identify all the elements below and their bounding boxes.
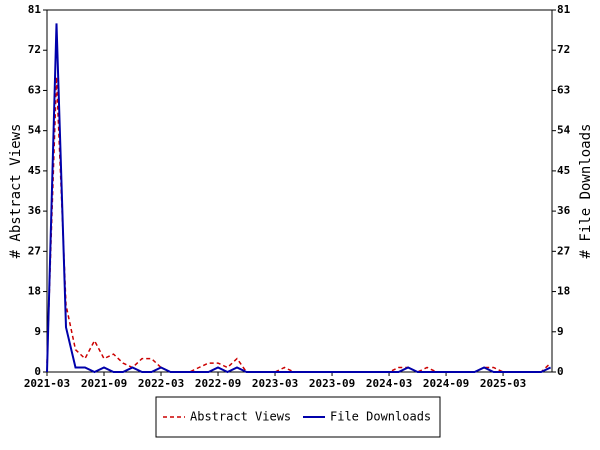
series-line bbox=[46, 23, 552, 374]
y-tick-label: 0 bbox=[34, 365, 41, 378]
x-tick-label: 2023-09 bbox=[309, 377, 355, 390]
series-line bbox=[46, 76, 552, 373]
y-tick-label: 81 bbox=[28, 3, 42, 16]
x-tick-label: 2024-03 bbox=[366, 377, 412, 390]
x-tick-label: 2025-03 bbox=[480, 377, 526, 390]
y-tick-label: 27 bbox=[28, 244, 41, 257]
y2-axis-title: # File Downloads bbox=[578, 124, 594, 259]
x-tick-label: 2021-03 bbox=[24, 377, 70, 390]
x-tick-label: 2022-03 bbox=[138, 377, 184, 390]
y2-tick-label: 54 bbox=[557, 124, 571, 137]
y-tick-label: 45 bbox=[28, 164, 41, 177]
y-tick-label: 54 bbox=[28, 124, 42, 137]
y2-tick-label: 0 bbox=[557, 365, 564, 378]
plot-frame bbox=[46, 9, 553, 373]
x-tick-label: 2021-09 bbox=[81, 377, 127, 390]
y2-tick-label: 18 bbox=[557, 285, 570, 298]
legend-label: Abstract Views bbox=[190, 410, 291, 424]
y2-tick-label: 72 bbox=[557, 43, 570, 56]
y2-tick-label: 9 bbox=[557, 325, 564, 338]
x-tick-label: 2022-09 bbox=[195, 377, 241, 390]
legend-label: File Downloads bbox=[330, 410, 431, 424]
x-tick-label: 2024-09 bbox=[423, 377, 469, 390]
y2-tick-label: 27 bbox=[557, 244, 570, 257]
y2-tick-label: 63 bbox=[557, 83, 570, 96]
y-tick-label: 18 bbox=[28, 285, 41, 298]
y2-tick-label: 81 bbox=[557, 3, 571, 16]
legend-box bbox=[155, 396, 441, 438]
y-tick-label: 9 bbox=[34, 325, 41, 338]
y-axis-title: # Abstract Views bbox=[8, 124, 24, 259]
y2-tick-label: 36 bbox=[557, 204, 571, 217]
y2-tick-label: 45 bbox=[557, 164, 570, 177]
y-tick-label: 72 bbox=[28, 43, 41, 56]
y-tick-label: 36 bbox=[28, 204, 42, 217]
y-tick-label: 63 bbox=[28, 83, 41, 96]
x-tick-label: 2023-03 bbox=[252, 377, 298, 390]
